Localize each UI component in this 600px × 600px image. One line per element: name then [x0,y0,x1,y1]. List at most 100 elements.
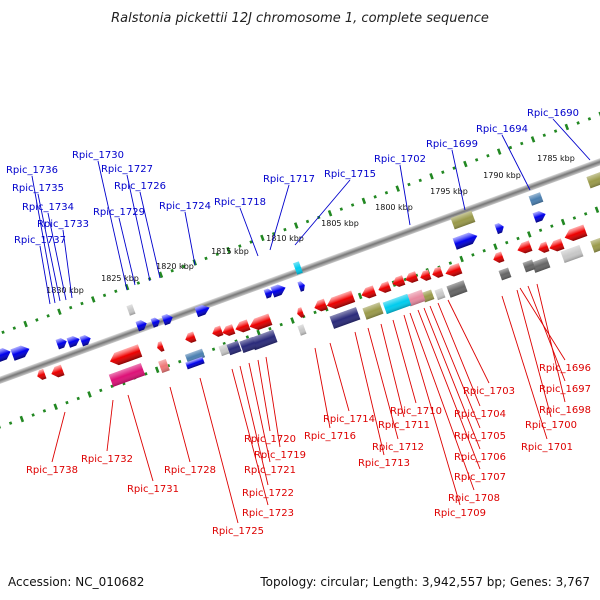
scale-tick-lower [211,347,216,352]
gene-label-rpic-1729[interactable]: Rpic_1729 [93,207,145,218]
feature-shading [297,281,305,292]
scale-tick-lower [154,366,160,374]
scale-tick-upper [23,320,28,328]
leader-line [231,368,269,506]
scale-tick-lower [505,240,509,245]
gene-label-rpic-1707[interactable]: Rpic_1707 [454,472,506,483]
scale-tick-upper [339,207,344,211]
feature-shading [420,269,432,281]
feature-shading [517,240,533,254]
topology-summary-text: Topology: circular; Length: 3,942,557 bp… [259,575,590,589]
leader-line [552,118,591,161]
scale-tick-upper [553,129,558,133]
gene-label-rpic-1703[interactable]: Rpic_1703 [463,386,515,397]
feature-shading [161,314,173,326]
scale-tick-upper [407,182,411,187]
leader-line [294,179,351,246]
gene-label-rpic-1690[interactable]: Rpic_1690 [527,108,579,119]
scale-label-1795: 1795 kbp [430,187,468,196]
feature-shading [194,305,210,318]
gene-label-rpic-1721[interactable]: Rpic_1721 [244,465,296,476]
gene-label-rpic-1728[interactable]: Rpic_1728 [164,465,216,476]
leader-line [248,362,271,463]
feature-shading [297,307,305,318]
gene-label-rpic-1701[interactable]: Rpic_1701 [521,442,573,453]
gene-label-rpic-1709[interactable]: Rpic_1709 [434,508,486,519]
gene-label-rpic-1732[interactable]: Rpic_1732 [81,454,133,465]
gene-label-rpic-1719[interactable]: Rpic_1719 [254,450,306,461]
feature-shading [222,324,236,336]
gene-label-rpic-1731[interactable]: Rpic_1731 [127,484,179,495]
scale-tick-lower [482,249,486,253]
gene-label-rpic-1713[interactable]: Rpic_1713 [358,458,410,469]
scale-tick-upper [361,197,367,205]
gene-label-rpic-1702[interactable]: Rpic_1702 [374,154,426,165]
gene-label-rpic-1715[interactable]: Rpic_1715 [324,169,376,180]
feature-shading [560,244,584,264]
feature-shading [531,257,551,273]
feature-shading [498,267,512,281]
gene-label-rpic-1735[interactable]: Rpic_1735 [12,183,64,194]
feature-shading [10,345,30,361]
gene-label-rpic-1697[interactable]: Rpic_1697 [539,384,591,395]
gene-label-rpic-1726[interactable]: Rpic_1726 [114,181,166,192]
leader-line [47,212,67,301]
gene-label-rpic-1698[interactable]: Rpic_1698 [539,405,591,416]
gene-label-rpic-1704[interactable]: Rpic_1704 [454,409,506,420]
feature-shading [382,293,412,315]
gene-label-rpic-1706[interactable]: Rpic_1706 [454,452,506,463]
scale-tick-upper [530,136,536,143]
gene-label-rpic-1722[interactable]: Rpic_1722 [242,488,294,499]
feature-shading [522,259,536,273]
gene-label-rpic-1736[interactable]: Rpic_1736 [6,165,58,176]
feature-shading [362,302,384,320]
leader-line [451,149,466,211]
scale-tick-lower [268,327,272,331]
gene-label-rpic-1699[interactable]: Rpic_1699 [426,139,478,150]
feature-shading [392,275,406,287]
gene-label-rpic-1734[interactable]: Rpic_1734 [22,202,74,213]
gene-label-rpic-1720[interactable]: Rpic_1720 [244,434,296,445]
gene-label-rpic-1694[interactable]: Rpic_1694 [476,124,528,135]
gene-label-rpic-1727[interactable]: Rpic_1727 [101,164,153,175]
gene-label-rpic-1733[interactable]: Rpic_1733 [37,219,89,230]
leader-line [354,331,385,456]
leader-line [409,312,475,491]
leader-line [184,211,196,266]
gene-label-rpic-1714[interactable]: Rpic_1714 [323,414,375,425]
leader-line [417,309,481,470]
scale-tick-lower [8,421,13,425]
gene-label-rpic-1730[interactable]: Rpic_1730 [72,150,124,161]
leader-line [97,160,128,291]
leader-line [314,347,331,429]
scale-tick-lower [65,400,69,405]
feature-shading [270,284,286,298]
scale-tick-upper [80,301,84,306]
gene-label-rpic-1725[interactable]: Rpic_1725 [212,526,264,537]
gene-label-rpic-1717[interactable]: Rpic_1717 [263,174,315,185]
gene-label-rpic-1738[interactable]: Rpic_1738 [26,465,78,476]
gene-label-rpic-1711[interactable]: Rpic_1711 [378,420,430,431]
scale-tick-upper [508,145,513,150]
scale-tick-lower [313,310,317,315]
gene-label-rpic-1700[interactable]: Rpic_1700 [525,420,577,431]
gene-label-rpic-1724[interactable]: Rpic_1724 [159,201,211,212]
feature-shading [432,266,444,278]
gene-label-rpic-1712[interactable]: Rpic_1712 [372,442,424,453]
gene-label-rpic-1718[interactable]: Rpic_1718 [214,197,266,208]
gene-label-rpic-1737[interactable]: Rpic_1737 [14,235,66,246]
leader-line [62,229,73,299]
gene-label-rpic-1723[interactable]: Rpic_1723 [242,508,294,519]
gene-label-rpic-1716[interactable]: Rpic_1716 [304,431,356,442]
gene-label-rpic-1708[interactable]: Rpic_1708 [448,493,500,504]
scale-tick-upper [204,256,208,261]
feature-shading [126,304,136,316]
scale-tick-upper [260,234,265,242]
feature-shading [405,271,419,283]
gene-label-rpic-1710[interactable]: Rpic_1710 [390,406,442,417]
reverse-gene-labels: Rpic_1696 Rpic_1697 Rpic_1698 Rpic_1700 … [26,363,591,537]
gene-label-rpic-1705[interactable]: Rpic_1705 [454,431,506,442]
leader-line [527,285,566,382]
gene-label-rpic-1696[interactable]: Rpic_1696 [539,363,591,374]
